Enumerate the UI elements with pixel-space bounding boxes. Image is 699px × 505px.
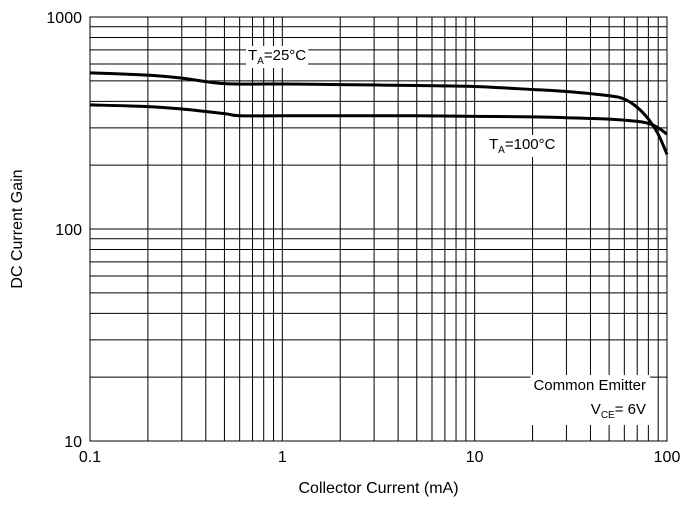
y-axis-label: DC Current Gain xyxy=(9,169,26,288)
series-line-25c xyxy=(89,71,669,155)
x-tick-label: 10 xyxy=(466,449,484,466)
annotation-line-1: Common Emitter xyxy=(533,377,646,394)
x-tick-label: 0.1 xyxy=(79,449,101,466)
series-label-100c: TA=100°C xyxy=(489,136,556,156)
annotation-vce-sub: CE xyxy=(601,410,615,421)
tick-labels: 0.1 1 10 100 10 100 1000 xyxy=(46,10,680,466)
series-label-100c-sub: A xyxy=(498,145,505,156)
series-label-25c-sub: A xyxy=(257,56,264,67)
series-label-100c-main: T xyxy=(489,136,498,153)
annotation-line-2: VCE= 6V xyxy=(591,401,646,421)
annotation-vce-main: V xyxy=(591,401,601,418)
series-label-bg-100c xyxy=(487,135,558,157)
annotation-bg xyxy=(530,375,650,425)
y-tick-label: 1000 xyxy=(46,10,82,27)
x-tick-label: 1 xyxy=(278,449,287,466)
series-label-100c-rest: =100°C xyxy=(505,136,556,153)
series-label-25c-main: T xyxy=(248,47,257,64)
series-label-25c: TA=25°C xyxy=(248,47,306,67)
x-tick-label: 100 xyxy=(654,449,681,466)
test-condition-annotation: Common Emitter VCE= 6V xyxy=(530,375,650,425)
x-axis-label: Collector Current (mA) xyxy=(298,480,458,497)
series-line-100c xyxy=(89,103,668,136)
grid-lines xyxy=(90,17,667,441)
annotation-vce-rest: = 6V xyxy=(615,401,646,418)
y-tick-label: 10 xyxy=(64,434,82,451)
data-series xyxy=(89,71,669,155)
series-labels: TA=25°C TA=100°C xyxy=(246,46,558,157)
y-tick-label: 100 xyxy=(55,222,82,239)
series-label-bg-25c xyxy=(246,46,309,68)
plot-frame xyxy=(89,16,668,442)
series-label-25c-rest: =25°C xyxy=(264,47,306,64)
